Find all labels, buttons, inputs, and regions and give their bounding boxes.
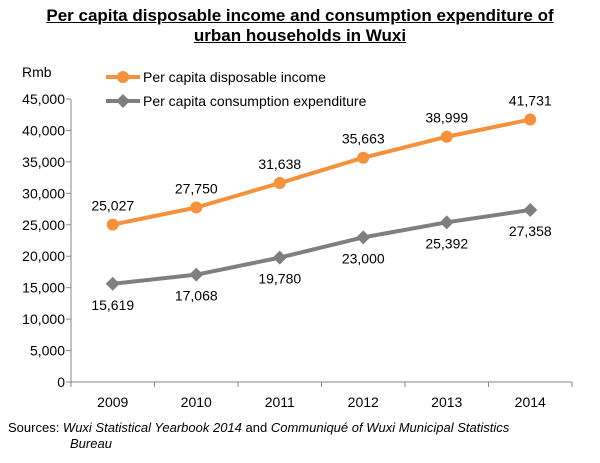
- data-label-expenditure: 25,392: [425, 235, 468, 251]
- legend-marker-income: [117, 71, 129, 83]
- y-tick-label: 25,000: [22, 217, 65, 233]
- data-point-income: [106, 218, 119, 231]
- y-tick-label: 40,000: [22, 122, 65, 138]
- data-label-income: 27,750: [175, 180, 218, 196]
- source-yearbook: Wuxi Statistical Yearbook 2014: [62, 420, 242, 435]
- data-point-income: [357, 151, 370, 164]
- data-point-expenditure: [105, 276, 120, 291]
- data-label-income: 31,638: [258, 156, 301, 172]
- y-tick-label: 45,000: [22, 91, 65, 107]
- source-communique-end: Bureau: [70, 436, 112, 451]
- y-tick-label: 5,000: [30, 343, 65, 359]
- chart-title: Per capita disposable income and consump…: [0, 6, 600, 46]
- data-point-income: [440, 130, 453, 143]
- data-label-income: 41,731: [509, 93, 552, 109]
- data-label-expenditure: 17,068: [175, 288, 218, 304]
- x-tick-label: 2009: [97, 394, 128, 410]
- y-tick-label: 20,000: [22, 248, 65, 264]
- x-tick-label: 2012: [348, 394, 379, 410]
- x-tick-label: 2013: [431, 394, 462, 410]
- y-tick-label: 15,000: [22, 280, 65, 296]
- legend-marker-expenditure: [116, 94, 130, 108]
- y-tick-label: 10,000: [22, 311, 65, 327]
- data-point-income: [273, 177, 286, 190]
- y-tick-label: 30,000: [22, 185, 65, 201]
- data-point-expenditure: [272, 250, 287, 265]
- chart-title-line1: Per capita disposable income and consump…: [46, 6, 554, 25]
- series-line-expenditure: [112, 207, 531, 286]
- data-point-expenditure: [356, 230, 371, 245]
- sources-joiner: and: [241, 420, 271, 435]
- y-tick-label: 35,000: [22, 154, 65, 170]
- x-tick-label: 2014: [515, 394, 546, 410]
- chart-title-line2: urban households in Wuxi: [193, 26, 407, 45]
- y-tick-label: 0: [57, 374, 65, 390]
- x-tick-label: 2011: [265, 394, 295, 410]
- data-point-income: [190, 201, 203, 214]
- data-point-expenditure: [439, 215, 454, 230]
- legend-label-income: Per capita disposable income: [143, 69, 326, 85]
- data-label-income: 25,027: [91, 198, 134, 214]
- y-axis-label: Rmb: [22, 64, 52, 80]
- data-label-expenditure: 19,780: [258, 271, 301, 287]
- sources-prefix: Sources:: [8, 420, 63, 435]
- x-tick-label: 2010: [181, 394, 212, 410]
- legend-label-expenditure: Per capita consumption expenditure: [143, 93, 367, 109]
- data-label-income: 38,999: [425, 110, 468, 126]
- data-label-income: 35,663: [342, 131, 385, 147]
- data-label-expenditure: 15,619: [91, 297, 134, 313]
- data-label-expenditure: 23,000: [342, 250, 385, 266]
- sources-note: Sources: Wuxi Statistical Yearbook 2014 …: [8, 420, 568, 452]
- source-communique: Communiqué of Wuxi Municipal Statistics: [270, 420, 510, 435]
- data-point-expenditure: [189, 267, 204, 282]
- data-point-expenditure: [523, 202, 538, 217]
- data-label-expenditure: 27,358: [509, 223, 552, 239]
- series-line-income: [112, 117, 531, 227]
- data-point-income: [524, 113, 537, 126]
